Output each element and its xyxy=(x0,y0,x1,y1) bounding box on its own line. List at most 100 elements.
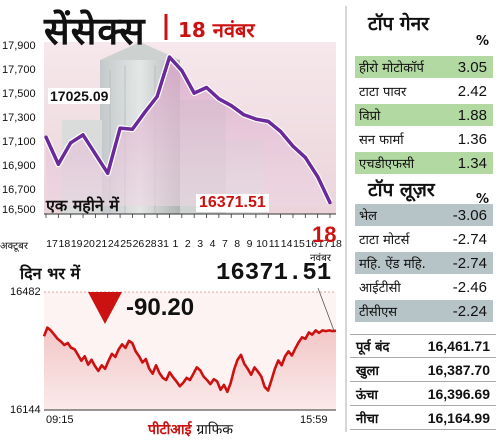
day-x-tick-end: 15:59 xyxy=(300,414,328,426)
month-chart-caption: एक महीने में xyxy=(46,196,119,215)
month-data-point xyxy=(118,126,122,130)
month-data-point xyxy=(254,117,258,121)
gainer-name: एचडीएफसी xyxy=(359,157,415,172)
month-x-tick-label: 15 xyxy=(293,238,305,250)
month-x-tick-label: 2 xyxy=(185,238,191,250)
month-data-point xyxy=(217,97,221,101)
month-data-point xyxy=(143,110,147,114)
month-x-tick-label: 31 xyxy=(157,238,169,250)
month-area-fill xyxy=(46,57,330,207)
stat-label: नीचा xyxy=(356,411,379,427)
day-change-value: -90.20 xyxy=(126,294,195,321)
day-y-tick-low: 16144 xyxy=(10,404,41,416)
month-y-tick: 16,700 xyxy=(2,184,36,196)
day-x-tick-start: 09:15 xyxy=(46,414,74,426)
loser-row: भेल -3.06 xyxy=(355,204,493,226)
month-data-point xyxy=(93,152,97,156)
gainer-name: हीरो मोटोकॉर्प xyxy=(359,61,424,76)
top-gainers-title: टॉप गेनर xyxy=(368,13,429,35)
graphic-credit: पीटीआई ग्राफिक xyxy=(148,420,233,439)
stat-value: 16,164.99 xyxy=(427,409,490,426)
month-data-point xyxy=(303,155,307,160)
loser-value: -2.46 xyxy=(452,278,487,296)
top-losers-title: टॉप लूज़र xyxy=(368,179,435,201)
month-data-point xyxy=(81,133,85,137)
loser-value: -3.06 xyxy=(452,206,487,224)
month-x-tick-label: 26 xyxy=(133,238,145,250)
month-y-tick: 17,100 xyxy=(2,136,36,148)
page-title: सेंसेक्स xyxy=(44,9,146,53)
stat-value: 16,396.69 xyxy=(427,385,490,402)
gainer-row: सन फार्मा 1.36 xyxy=(355,128,493,150)
gainer-value: 3.05 xyxy=(457,58,487,76)
loser-value: -2.74 xyxy=(452,254,487,272)
stat-row-open: खुला 16,387.70 xyxy=(350,358,496,382)
day-area-fill xyxy=(44,327,336,410)
month-data-point xyxy=(229,103,233,108)
month-data-point xyxy=(106,171,110,175)
month-end-value-label: 16371.51 xyxy=(196,194,269,212)
credit-suffix: ग्राफिक xyxy=(196,422,234,438)
loser-value: -2.74 xyxy=(452,230,487,248)
month-x-tick-label: 8 xyxy=(234,238,240,250)
month-data-point xyxy=(266,119,270,123)
day-date-month: नवंबर xyxy=(310,253,331,264)
gainer-name: सन फार्मा xyxy=(359,133,404,148)
header-date: 18 नवंबर xyxy=(178,18,255,42)
month-data-point xyxy=(192,91,196,95)
month-x-tick-label: 16 xyxy=(305,238,317,250)
gainer-name: टाटा पावर xyxy=(359,85,407,100)
gainer-value: 2.42 xyxy=(457,82,487,100)
loser-name: भेल xyxy=(359,209,377,224)
month-x-tick-label: 10 xyxy=(256,238,268,250)
month-x-tick-label: 3 xyxy=(197,238,203,250)
day-close-value-label: 16371.51 xyxy=(216,260,332,287)
credit-agency: पीटीआई xyxy=(148,422,192,438)
month-x-tick-label: 18 xyxy=(59,238,71,250)
month-data-point xyxy=(279,129,283,134)
day-date-number: 18 xyxy=(312,222,337,247)
month-series-line xyxy=(44,55,332,204)
month-x-tick-label: 7 xyxy=(222,238,228,250)
stat-label: पूर्व बंद xyxy=(356,340,390,355)
month-y-tick: 17,500 xyxy=(2,88,36,100)
month-x-tick-label: 19 xyxy=(71,238,83,250)
stat-row-prev-close: पूर्व बंद 16,461.71 xyxy=(350,334,496,358)
month-data-point xyxy=(316,175,320,179)
month-x-tick-label: 21 xyxy=(96,238,108,250)
month-data-point xyxy=(167,55,172,59)
month-data-point xyxy=(56,162,60,166)
loser-name: टाटा मोटर्स xyxy=(359,233,410,248)
day-y-tick-high: 16482 xyxy=(10,286,41,298)
month-x-tick-label: 9 xyxy=(247,238,253,250)
month-x-tick-label: 25 xyxy=(120,238,132,250)
month-x-tick-label: 17 xyxy=(46,238,58,250)
loser-name: टीसीएस xyxy=(359,305,398,320)
gainer-row: विप्रो 1.88 xyxy=(355,104,493,126)
month-x-tick-label: 24 xyxy=(108,238,120,250)
month-x-tick-label: 4 xyxy=(210,238,216,250)
stat-label: खुला xyxy=(356,363,379,379)
month-data-point xyxy=(241,112,246,117)
loser-name: आईटीसी xyxy=(359,281,401,296)
month-y-tick: 17,700 xyxy=(2,64,36,76)
gainer-value: 1.34 xyxy=(457,154,487,172)
month-data-point xyxy=(328,201,332,205)
gainers-percent-unit: % xyxy=(476,34,490,49)
loser-row: महि. ऐंड महि. -2.74 xyxy=(355,252,493,274)
stat-value: 16,387.70 xyxy=(427,361,490,378)
stat-row-high: ऊंचा 16,396.69 xyxy=(350,382,496,406)
gainer-name: विप्रो xyxy=(359,109,381,124)
down-arrow-icon xyxy=(88,292,122,324)
month-x-month-label: अक्टूबर xyxy=(0,241,28,252)
stat-value: 16,461.71 xyxy=(427,338,490,354)
stat-label: ऊंचा xyxy=(356,387,378,403)
month-x-tick-label: 28 xyxy=(145,238,157,250)
loser-name: महि. ऐंड महि. xyxy=(359,257,426,272)
month-data-point xyxy=(204,85,209,90)
month-y-tick: 17,300 xyxy=(2,112,36,124)
month-y-tick: 17,900 xyxy=(2,40,36,52)
gainer-row: हीरो मोटोकॉर्प 3.05 xyxy=(355,56,493,78)
month-data-point xyxy=(69,141,73,145)
